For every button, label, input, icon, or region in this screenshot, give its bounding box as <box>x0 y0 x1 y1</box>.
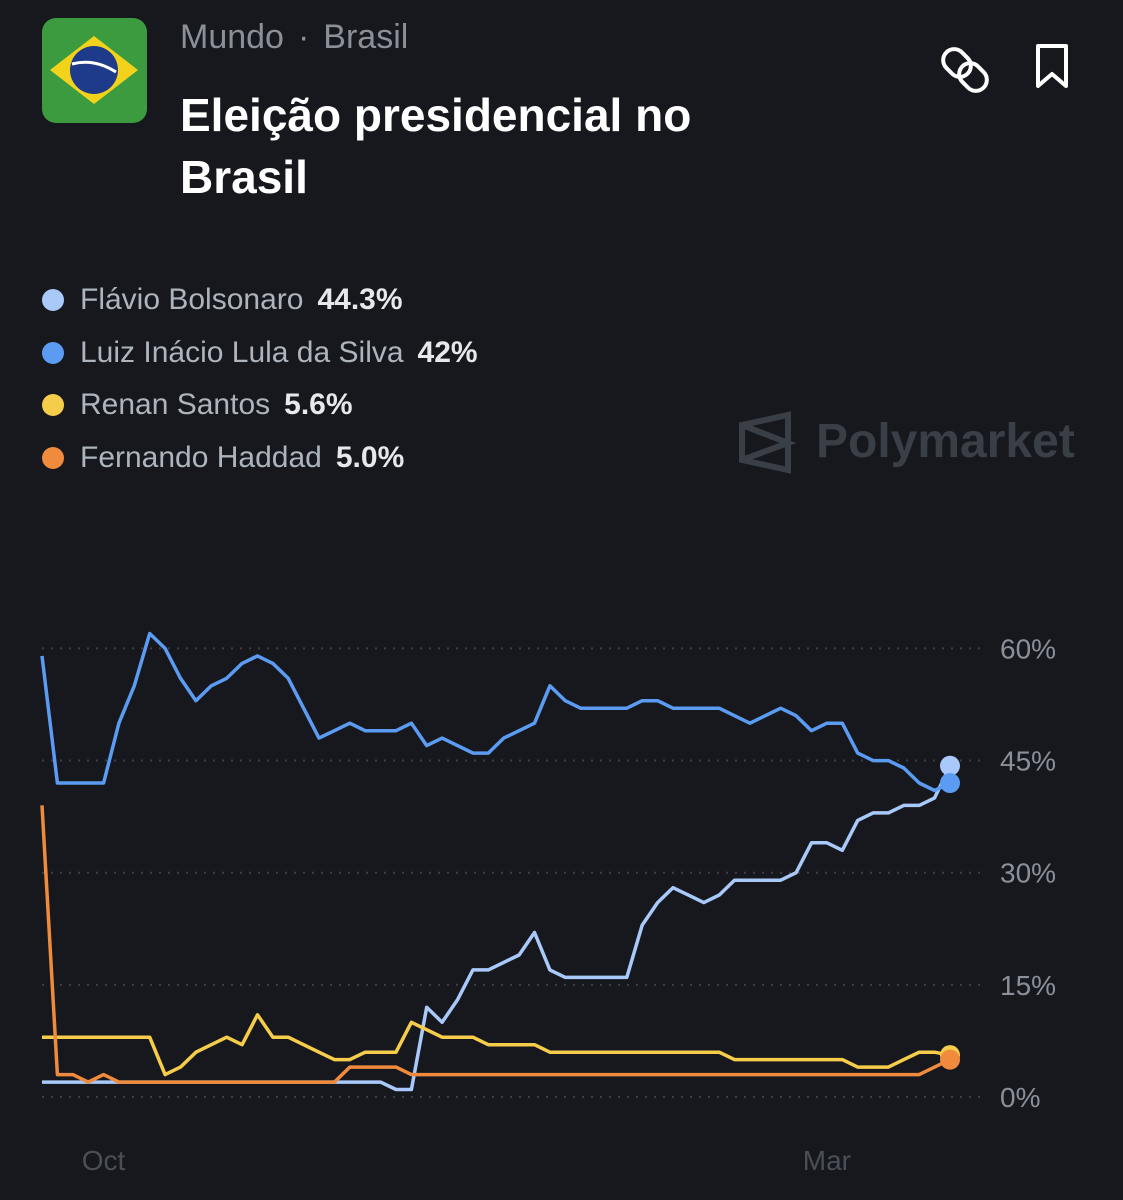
legend-name: Flávio Bolsonaro <box>80 283 304 317</box>
end-dot <box>940 772 960 793</box>
legend-entry: Flávio Bolsonaro 44.3% <box>40 274 478 327</box>
legend-dot <box>42 446 64 469</box>
legend-entry: Renan Santos 5.6% <box>40 379 478 432</box>
y-tick-label: 15% <box>1000 970 1056 1001</box>
series-line <box>42 765 952 1092</box>
legend-value: 44.3% <box>317 283 403 317</box>
y-tick-label: 0% <box>1000 1082 1040 1113</box>
legend-value: 5.6% <box>284 388 353 422</box>
link-icon[interactable] <box>939 45 992 96</box>
legend-entry: Fernando Haddad 5.0% <box>40 432 478 485</box>
watermark: Polymarket <box>816 415 1075 468</box>
series-line <box>42 1013 951 1077</box>
legend-dot <box>42 289 64 312</box>
legend-name: Renan Santos <box>80 388 271 422</box>
y-tick-label: 60% <box>1000 633 1056 664</box>
legend-value: 5.0% <box>335 440 405 474</box>
bookmark-icon[interactable] <box>1036 44 1068 88</box>
end-dot <box>940 1049 960 1070</box>
legend-name: Luiz Inácio Lula da Silva <box>80 335 404 369</box>
legend-dot <box>42 394 64 417</box>
x-tick-label: Mar <box>803 1145 851 1176</box>
x-tick-label: Oct <box>82 1145 126 1176</box>
y-tick-label: 30% <box>1000 858 1056 889</box>
breadcrumb-item[interactable]: Brasil <box>323 18 409 56</box>
breadcrumb: Mundo · Brasil <box>180 18 409 56</box>
watermark-logo <box>739 411 797 474</box>
breadcrumb-item[interactable]: Mundo <box>180 18 284 56</box>
end-dot <box>940 755 960 776</box>
legend-name: Fernando Haddad <box>80 440 322 474</box>
legend: Flávio Bolsonaro 44.3% Luiz Inácio Lula da… <box>40 274 478 484</box>
series-line <box>40 631 951 793</box>
legend-value: 42% <box>417 335 478 369</box>
legend-entry: Luiz Inácio Lula da Silva 42% <box>40 327 478 380</box>
series-line <box>40 805 951 1084</box>
legend-dot <box>42 341 64 364</box>
y-tick-label: 45% <box>1000 746 1056 777</box>
title: Eleição presidencial no Brasil <box>180 89 692 203</box>
flag <box>42 18 147 123</box>
